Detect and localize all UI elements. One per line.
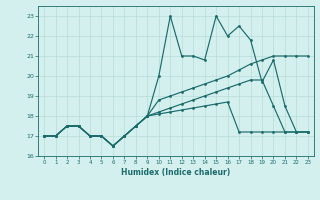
X-axis label: Humidex (Indice chaleur): Humidex (Indice chaleur) xyxy=(121,168,231,177)
